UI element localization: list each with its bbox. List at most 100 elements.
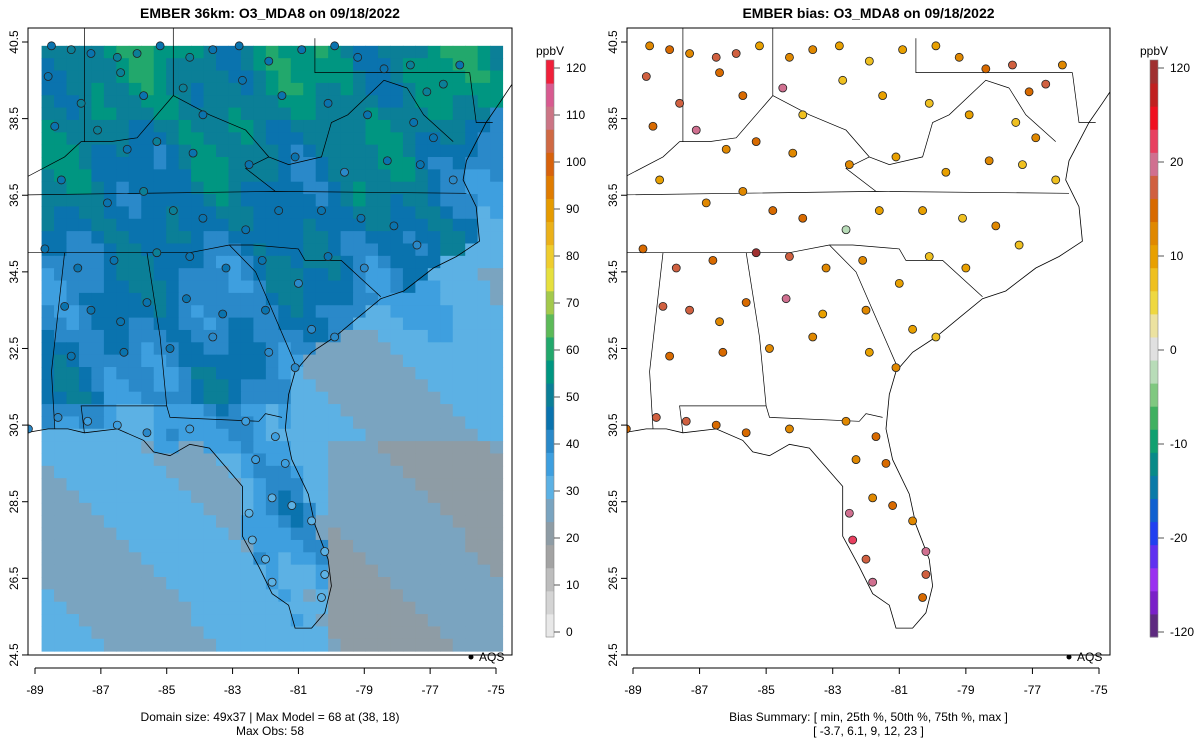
grid-cell xyxy=(91,58,105,72)
grid-cell xyxy=(128,391,142,405)
grid-cell xyxy=(203,132,217,146)
grid-cell xyxy=(490,502,504,516)
grid-cell xyxy=(228,428,242,442)
grid-cell xyxy=(365,305,379,319)
grid-cell xyxy=(141,231,155,244)
grid-cell xyxy=(128,515,142,529)
grid-cell xyxy=(141,305,155,319)
station-marker xyxy=(808,332,818,342)
grid-cell xyxy=(41,58,55,72)
y-tick-label: 26.5 xyxy=(7,566,21,590)
grid-cell xyxy=(415,181,429,195)
grid-cell xyxy=(265,515,279,529)
grid-cell xyxy=(328,391,342,405)
grid-cell xyxy=(415,564,429,578)
grid-cell xyxy=(253,58,267,72)
station-marker xyxy=(287,501,297,510)
grid-cell xyxy=(278,243,292,257)
station-marker xyxy=(307,516,317,526)
grid-cell xyxy=(328,478,342,492)
grid-cell xyxy=(353,614,367,627)
grid-cell xyxy=(365,218,379,232)
grid-cell xyxy=(253,502,267,516)
grid-cell xyxy=(452,292,466,306)
grid-cell xyxy=(265,82,279,96)
grid-cell xyxy=(390,292,404,306)
grid-cell xyxy=(477,95,491,109)
grid-cell xyxy=(116,564,130,578)
grid-cell xyxy=(203,280,217,294)
state-border xyxy=(679,252,767,433)
grid-cell xyxy=(377,416,391,430)
grid-cell xyxy=(178,70,192,84)
grid-cell xyxy=(128,218,142,232)
colorbar-tick-label: 70 xyxy=(566,296,580,310)
grid-cell xyxy=(141,502,155,516)
grid-cell xyxy=(377,132,391,146)
grid-cell xyxy=(253,354,267,368)
grid-cell xyxy=(103,231,117,244)
grid-cell xyxy=(191,280,205,294)
grid-cell xyxy=(365,292,379,306)
grid-cell xyxy=(415,58,429,72)
grid-cell xyxy=(402,342,416,356)
grid-cell xyxy=(103,132,117,146)
grid-cell xyxy=(303,527,317,541)
station-marker xyxy=(931,41,941,51)
grid-cell xyxy=(315,58,329,72)
grid-cell xyxy=(440,502,454,516)
grid-cell xyxy=(427,638,441,652)
grid-cell xyxy=(166,391,180,405)
grid-cell xyxy=(253,194,267,207)
grid-cell xyxy=(178,218,192,232)
grid-cell xyxy=(278,552,292,566)
grid-cell xyxy=(465,268,479,282)
grid-cell xyxy=(128,268,142,282)
grid-cell xyxy=(353,194,367,207)
grid-cell xyxy=(278,132,292,146)
station-marker xyxy=(185,52,195,62)
station-marker xyxy=(691,125,701,135)
grid-cell xyxy=(166,268,180,282)
grid-cell xyxy=(490,243,504,257)
grid-cell xyxy=(78,502,92,516)
grid-cell xyxy=(328,231,342,244)
grid-cell xyxy=(465,527,479,541)
grid-cell xyxy=(315,157,329,170)
grid-cell xyxy=(365,144,379,158)
grid-cell xyxy=(278,292,292,306)
grid-cell xyxy=(427,317,441,331)
colorbar-bin xyxy=(1150,313,1158,338)
grid-cell xyxy=(228,181,242,195)
x-tick-label: -89 xyxy=(26,683,44,697)
grid-cell xyxy=(216,502,229,516)
grid-cell xyxy=(303,577,317,590)
grid-cell xyxy=(191,404,205,417)
grid-cell xyxy=(216,354,229,368)
grid-cell xyxy=(91,453,105,467)
grid-cell xyxy=(191,329,205,343)
grid-cell xyxy=(228,465,242,479)
grid-cell xyxy=(377,268,391,282)
x-tick-label: -79 xyxy=(356,683,374,697)
grid-cell xyxy=(203,391,217,405)
grid-cell xyxy=(265,416,279,430)
grid-cell xyxy=(240,342,254,356)
grid-cell xyxy=(340,354,354,368)
grid-cell xyxy=(427,515,441,529)
grid-cell xyxy=(191,478,205,492)
grid-cell xyxy=(365,354,379,368)
grid-cell xyxy=(377,95,391,109)
grid-cell xyxy=(141,45,155,59)
grid-cell xyxy=(427,404,441,417)
grid-cell xyxy=(427,614,441,627)
grid-cell xyxy=(91,404,105,417)
grid-cell xyxy=(91,329,105,343)
colorbar-bin xyxy=(546,521,554,546)
grid-cell xyxy=(440,539,454,553)
grid-cell xyxy=(340,453,354,467)
grid-cell xyxy=(490,255,504,269)
grid-cell xyxy=(353,107,367,121)
grid-cell xyxy=(452,564,466,578)
grid-cell xyxy=(477,601,491,615)
